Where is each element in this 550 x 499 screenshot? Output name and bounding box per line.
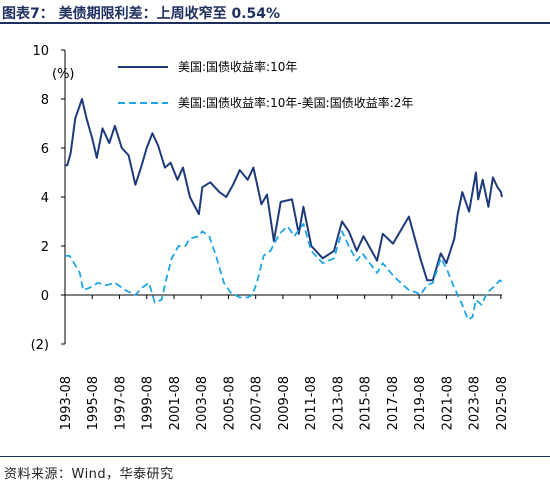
y-tick-label: 0 — [41, 289, 49, 304]
y-unit-label: (%) — [52, 67, 75, 82]
x-tick-label: 1997-08 — [113, 376, 128, 430]
line-chart: 10 8 6 4 2 0 (2) (%) 1993-08 1995-08 1997-08 1999-0… — [31, 44, 510, 430]
x-tick-label: 2017-08 — [386, 376, 401, 430]
series-line-1 — [65, 98, 503, 282]
title-rule — [0, 22, 550, 24]
series-lines — [65, 98, 503, 321]
legend-label-2: 美国:国债收益率:10年-美国:国债收益率:2年 — [178, 95, 413, 110]
x-tick-label: 1999-08 — [141, 376, 156, 430]
source-rule — [0, 456, 550, 457]
series-line-2 — [65, 223, 503, 321]
x-tick-label: 1995-08 — [86, 376, 101, 430]
y-tick-label: 2 — [41, 240, 49, 255]
x-tick-label: 2011-08 — [304, 376, 319, 430]
x-tick-label: 2015-08 — [359, 376, 374, 430]
y-tick-label: (2) — [31, 338, 49, 353]
x-tick-label: 2023-08 — [468, 376, 483, 430]
legend-label-1: 美国:国债收益率:10年 — [178, 59, 297, 74]
source-bar: 资料来源：Wind，华泰研究 — [0, 456, 550, 499]
x-tick-label: 2007-08 — [250, 376, 265, 430]
y-tick-label: 10 — [32, 44, 49, 59]
y-tick-label: 4 — [41, 191, 49, 206]
y-tick-label: 6 — [41, 142, 49, 157]
x-tick-label: 2005-08 — [222, 376, 237, 430]
x-tick-label: 2001-08 — [168, 376, 183, 430]
x-tick-label: 2021-08 — [440, 376, 455, 430]
y-tick-label: 8 — [41, 93, 49, 108]
axes: 10 8 6 4 2 0 (2) (%) 1993-08 1995-08 1997-08 1999-0… — [31, 44, 510, 430]
x-tick-label: 2003-08 — [195, 376, 210, 430]
x-tick-label: 2025-08 — [495, 376, 510, 430]
chart-title: 图表7： 美债期限利差：上周收窄至 0.54% — [2, 6, 281, 22]
source-note: 资料来源：Wind，华泰研究 — [4, 467, 174, 482]
x-tick-label: 1993-08 — [59, 376, 74, 430]
title-bar: 图表7： 美债期限利差：上周收窄至 0.54% — [0, 0, 550, 24]
x-tick-label: 2013-08 — [331, 376, 346, 430]
x-tick-label: 2019-08 — [413, 376, 428, 430]
x-tick-label: 2009-08 — [277, 376, 292, 430]
